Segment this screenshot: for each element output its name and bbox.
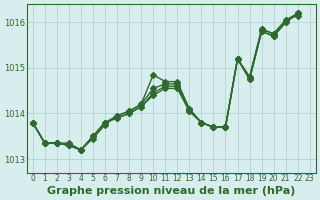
X-axis label: Graphe pression niveau de la mer (hPa): Graphe pression niveau de la mer (hPa) (47, 186, 295, 196)
